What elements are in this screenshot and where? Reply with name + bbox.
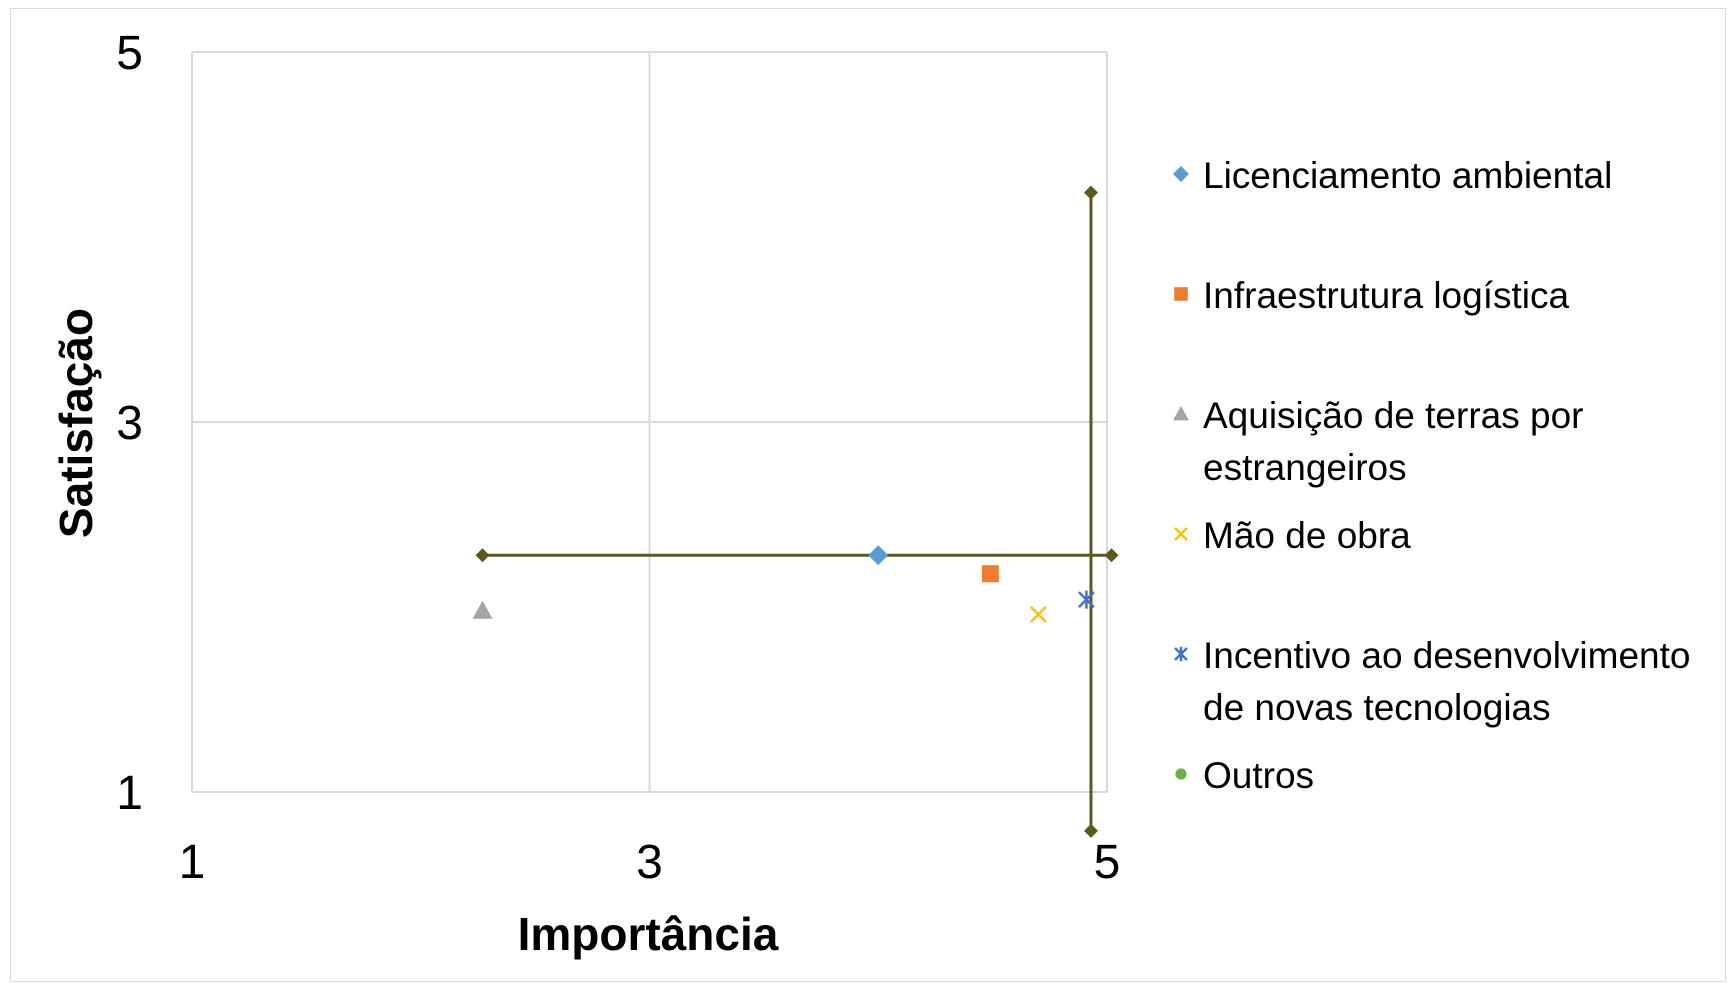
reference-lines — [475, 185, 1119, 838]
legend-item: Mão de obra — [1174, 515, 1411, 556]
vertical-line-start-marker — [1083, 823, 1098, 838]
horizontal-line-end-marker — [1104, 548, 1119, 563]
legend-label: Licenciamento ambiental — [1203, 155, 1612, 196]
legend-item: Aquisição de terras por estrangeiros — [1173, 395, 1583, 488]
legend-label: Aquisição de terras por — [1203, 395, 1583, 436]
legend-label: Mão de obra — [1203, 515, 1411, 556]
x-tick-label: 3 — [636, 836, 663, 889]
square-shape — [981, 565, 999, 583]
legend-label: Incentivo ao desenvolvimento — [1203, 635, 1690, 676]
grid-layer — [191, 51, 1108, 793]
legend-label: Outros — [1203, 755, 1314, 796]
x-tick-label: 1 — [179, 836, 206, 889]
data-points — [472, 545, 1095, 623]
legend: Licenciamento ambiental Infraestrutura lo… — [1173, 155, 1690, 796]
diamond-shape — [868, 545, 889, 566]
legend-label: Infraestrutura logística — [1203, 275, 1569, 316]
legend-marker — [1173, 406, 1189, 421]
x-tick-label: 5 — [1094, 836, 1121, 889]
horizontal-line-start-marker — [475, 548, 490, 563]
vertical-line-end-marker — [1083, 185, 1098, 200]
y-tick-label: 5 — [116, 27, 143, 80]
legend-item: Infraestrutura logística — [1174, 275, 1569, 316]
x-stroke — [1029, 606, 1047, 623]
y-tick-label: 1 — [116, 767, 143, 820]
legend-marker — [1174, 527, 1188, 541]
legend-label: estrangeiros — [1203, 447, 1407, 488]
x-axis-title: Importância — [518, 908, 779, 960]
square-shape — [1174, 287, 1188, 301]
legend-label: de novas tecnologias — [1203, 687, 1551, 728]
legend-marker — [1174, 287, 1188, 301]
legend-marker — [1173, 166, 1189, 182]
legend-marker — [1175, 768, 1187, 780]
legend-marker — [1174, 646, 1188, 662]
data-point-series-1 — [981, 565, 999, 583]
x-stroke — [1174, 527, 1188, 541]
data-point-series-0 — [868, 545, 889, 566]
diamond-shape — [1173, 166, 1189, 182]
legend-item: Incentivo ao desenvolvimento de novas tec… — [1174, 635, 1690, 728]
legend-item: Licenciamento ambiental — [1173, 155, 1612, 196]
data-point-series-3 — [1029, 606, 1047, 623]
data-point-series-4 — [1078, 590, 1095, 609]
y-tick-label: 3 — [116, 397, 143, 450]
triangle-shape — [1173, 406, 1189, 421]
tick-labels: 1 3 5 1 3 5 — [116, 27, 1120, 889]
data-point-series-2 — [472, 600, 493, 619]
legend-item: Outros — [1175, 755, 1314, 796]
triangle-shape — [472, 600, 493, 619]
circle-shape — [1175, 768, 1187, 780]
chart-frame — [10, 8, 1726, 982]
y-axis-title: Satisfação — [50, 308, 102, 538]
